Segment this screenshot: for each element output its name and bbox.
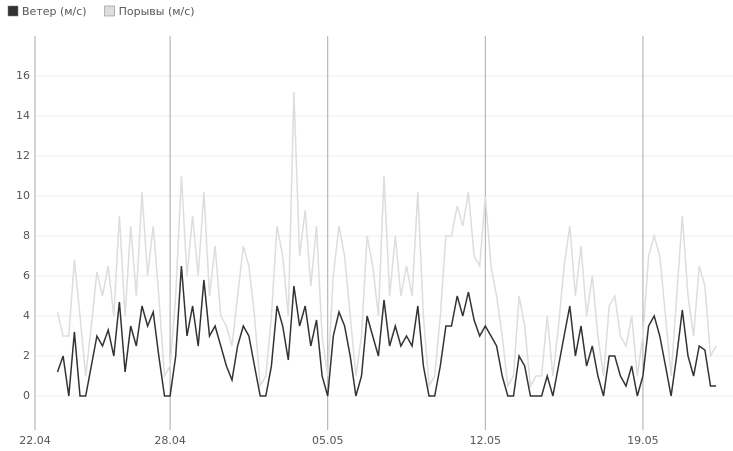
y-tick-label: 10: [16, 189, 30, 202]
legend-label[interactable]: Ветер (м/с): [22, 5, 87, 18]
x-tick-label: 28.04: [154, 434, 186, 447]
series-line: [56, 265, 717, 397]
y-tick-label: 14: [16, 109, 30, 122]
y-tick-label: 4: [23, 309, 30, 322]
legend-swatch[interactable]: [7, 5, 19, 17]
x-tick-label: 12.05: [470, 434, 502, 447]
y-tick-label: 12: [16, 149, 30, 162]
y-tick-label: 16: [16, 69, 30, 82]
y-tick-label: 2: [23, 349, 30, 362]
legend-label[interactable]: Порывы (м/с): [119, 5, 195, 18]
series-line: [56, 91, 717, 389]
x-tick-label: 22.04: [19, 434, 51, 447]
x-tick-label: 19.05: [627, 434, 659, 447]
x-tick-label: 05.05: [312, 434, 344, 447]
y-tick-label: 8: [23, 229, 30, 242]
y-tick-label: 0: [23, 389, 30, 402]
y-tick-label: 6: [23, 269, 30, 282]
legend-swatch[interactable]: [104, 5, 115, 17]
